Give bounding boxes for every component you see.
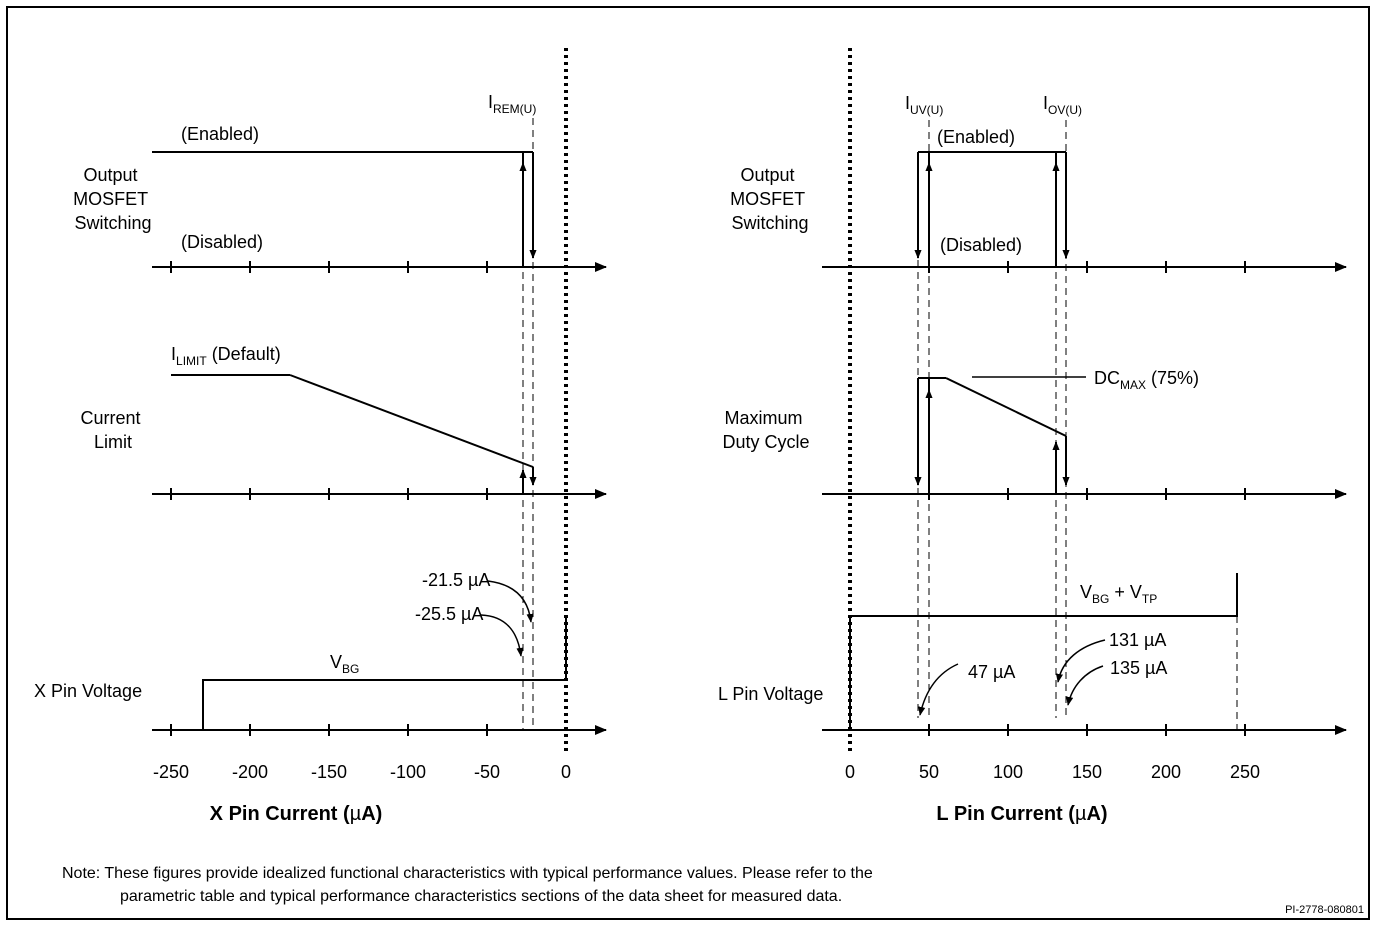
tick-label: -150 [311, 762, 347, 782]
left-row-label-voltage: X Pin Voltage [34, 681, 142, 701]
tick-label: 200 [1151, 762, 1181, 782]
tick-label: -50 [474, 762, 500, 782]
right-duty-cycle-trace [914, 376, 1086, 494]
left-current-limit-trace [171, 374, 537, 494]
right-voltage-trace [849, 573, 1238, 730]
left-tick-labels: -250 -200 -150 -100 -50 0 [153, 762, 571, 782]
right-switching-trace [914, 151, 1070, 267]
left-enabled-label: (Enabled) [181, 124, 259, 144]
tick-label: 250 [1230, 762, 1260, 782]
left-callout-25-5: -25.5 µA [415, 604, 483, 624]
right-row-label-switching: Output MOSFET Switching [730, 165, 810, 233]
figure-note: Note: These figures provide idealized fu… [62, 862, 873, 908]
tick-label: -250 [153, 762, 189, 782]
left-disabled-label: (Disabled) [181, 232, 263, 252]
left-callout-21-5: -21.5 µA [422, 570, 490, 590]
note-line-2: parametric table and typical performance… [120, 888, 843, 905]
left-axes [152, 262, 607, 735]
left-switching-trace [152, 151, 537, 267]
right-threshold-lines [917, 120, 1238, 730]
left-xaxis-title: X Pin Current (µA) [210, 803, 383, 825]
left-vbg-label: VBG [330, 652, 359, 676]
tick-label: 100 [993, 762, 1023, 782]
tick-label: 150 [1072, 762, 1102, 782]
right-row-label-duty-cycle: Maximum Duty Cycle [722, 408, 809, 452]
left-ticks [170, 261, 488, 736]
right-enabled-label: (Enabled) [937, 127, 1015, 147]
right-tick-labels: 0 50 100 150 200 250 [845, 762, 1260, 782]
left-callout-arrows [480, 580, 534, 657]
right-callout-131: 131 µA [1109, 630, 1166, 650]
figure-id: PI-2778-080801 [1285, 904, 1364, 916]
tick-label: -200 [232, 762, 268, 782]
tick-label: 0 [561, 762, 571, 782]
right-callout-arrows [918, 639, 1106, 716]
right-threshold-uv-label: IUV(U) [905, 93, 943, 117]
right-dcmax-label: DCMAX (75%) [1094, 368, 1199, 392]
right-row-label-voltage: L Pin Voltage [718, 684, 823, 704]
left-threshold-lines [522, 118, 534, 730]
left-voltage-trace [202, 616, 567, 730]
right-vbg-vtp-label: VBG + VTP [1080, 582, 1157, 606]
tick-label: -100 [390, 762, 426, 782]
note-line-1: Note: These figures provide idealized fu… [62, 865, 873, 882]
right-axes [822, 262, 1347, 735]
right-threshold-ov-label: IOV(U) [1043, 93, 1082, 117]
right-panel: Output MOSFET Switching Maximum Duty Cyc… [718, 48, 1347, 825]
left-threshold-label: IREM(U) [488, 92, 536, 116]
left-row-label-current-limit: Current Limit [80, 408, 145, 452]
left-limit-label: ILIMIT (Default) [171, 344, 281, 368]
left-panel: Output MOSFET Switching Current Limit X … [34, 48, 607, 825]
right-xaxis-title: L Pin Current (µA) [936, 803, 1107, 825]
right-callout-135: 135 µA [1110, 658, 1167, 678]
right-disabled-label: (Disabled) [940, 235, 1022, 255]
tick-label: 0 [845, 762, 855, 782]
right-callout-47: 47 µA [968, 662, 1015, 682]
left-row-label-switching: Output MOSFET Switching [73, 165, 153, 233]
figure-frame [6, 6, 1370, 920]
tick-label: 50 [919, 762, 939, 782]
